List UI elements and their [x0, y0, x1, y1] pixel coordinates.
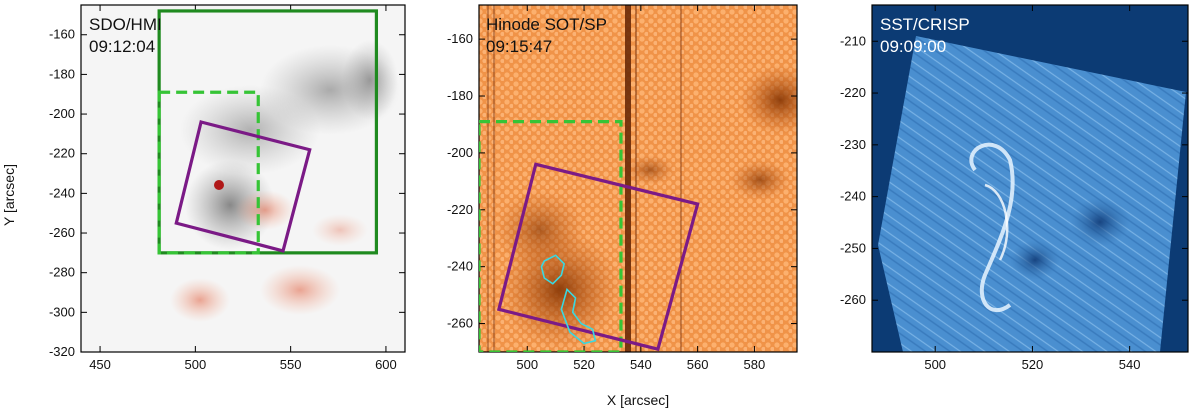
- crisp-frame: [871, 4, 1189, 353]
- y-tick-label: -250: [840, 240, 866, 255]
- x-tick-label: 540: [1119, 357, 1141, 372]
- crisp-ticks: 500 520 540 -210 -220 -230 -240 -250 -260: [840, 5, 1188, 372]
- y-tick-label: -240: [49, 185, 75, 200]
- y-axis-title: Y [arcsec]: [1, 164, 17, 226]
- sot-time-label: 09:15:47: [486, 37, 552, 56]
- panel-crisp: 500 520 540 -210 -220 -230 -240 -250 -260 SST/CR…: [840, 4, 1189, 372]
- crisp-instrument-label: SST/CRISP: [880, 15, 970, 34]
- y-tick-label: -220: [840, 85, 866, 100]
- hmi-time-label: 09:12:04: [89, 37, 155, 56]
- x-tick-label: 550: [280, 357, 302, 372]
- y-tick-label: -160: [49, 27, 75, 42]
- y-tick-label: -220: [447, 202, 473, 217]
- purple-box: [174, 120, 312, 253]
- x-tick-label: 600: [375, 357, 397, 372]
- hmi-overlays: [157, 9, 379, 255]
- sot-overlays: [479, 120, 700, 352]
- y-tick-label: -180: [49, 66, 75, 81]
- x-tick-label: 450: [89, 357, 111, 372]
- crisp-image: [872, 5, 1188, 352]
- y-tick-label: -260: [840, 292, 866, 307]
- x-axis-title: X [arcsec]: [607, 392, 669, 408]
- cyan-contour-segment: [560, 287, 597, 345]
- purple-box: [496, 162, 700, 352]
- cyan-contour-segment: [540, 254, 566, 285]
- y-tick-label: -260: [49, 225, 75, 240]
- y-tick-label: -280: [49, 265, 75, 280]
- sot-continuum: [479, 5, 797, 352]
- x-tick-label: 520: [573, 357, 595, 372]
- y-tick-label: -200: [447, 145, 473, 160]
- sot-ticks: 500 520 540 560 580 -160 -180 -200 -220 -240 -260: [447, 5, 797, 372]
- y-tick-label: -210: [840, 33, 866, 48]
- dashed-green-box: [479, 120, 623, 352]
- x-tick-label: 500: [516, 357, 538, 372]
- panel-sot: 500 520 540 560 580-160-180-200-220-240-260 …: [447, 4, 798, 408]
- y-tick-label: -160: [447, 31, 473, 46]
- y-tick-label: -300: [49, 304, 75, 319]
- y-tick-label: -200: [49, 106, 75, 121]
- hmi-frame: [80, 4, 406, 353]
- y-tick-label: -220: [49, 146, 75, 161]
- x-tick-label: 540: [630, 357, 652, 372]
- cyan-contour: [540, 254, 597, 345]
- x-tick-label: 560: [687, 357, 709, 372]
- sot-instrument-label: Hinode SOT/SP: [486, 15, 607, 34]
- hmi-ticks: 450 500 550 600 -160 -180 -200 -220 -240 -260 -280…: [49, 5, 405, 372]
- x-tick-label: 500: [924, 357, 946, 372]
- dashed-green-box: [157, 90, 260, 255]
- panel-hmi: 450 500 550 600 -160 -180 -200 -220 -240 -260 -280…: [1, 4, 406, 372]
- crisp-field-of-view: [878, 36, 1186, 352]
- hmi-instrument-label: SDO/HMI: [89, 15, 162, 34]
- x-tick-label: 520: [1022, 357, 1044, 372]
- y-tick-label: -320: [49, 344, 75, 359]
- x-tick-label: 580: [744, 357, 766, 372]
- y-tick-label: -260: [447, 316, 473, 331]
- y-tick-label: -230: [840, 137, 866, 152]
- y-tick-label: -240: [447, 259, 473, 274]
- x-tick-label: 500: [185, 357, 207, 372]
- hmi-magnetogram: [81, 5, 405, 352]
- y-tick-label: -180: [447, 88, 473, 103]
- y-tick-label: -240: [840, 189, 866, 204]
- crisp-time-label: 09:09:00: [880, 37, 946, 56]
